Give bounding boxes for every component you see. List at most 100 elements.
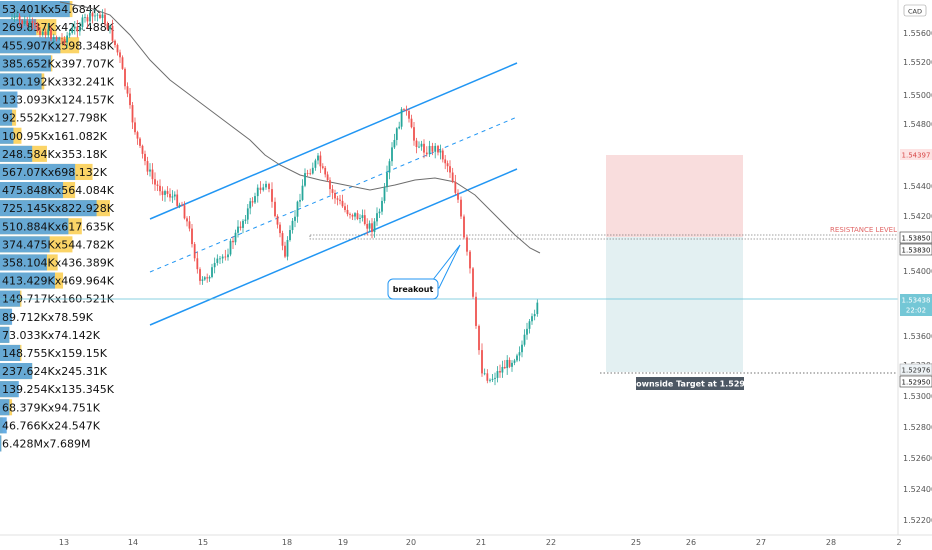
candle-body (101, 14, 104, 18)
candle-body (216, 258, 219, 263)
time-tick-label: 25 (631, 538, 641, 547)
volume-profile-buy-bar (0, 236, 50, 253)
candle-body (489, 379, 491, 381)
candle-body (478, 325, 480, 351)
candle-body (227, 254, 229, 258)
candle-body (294, 216, 296, 221)
candle-body (164, 191, 166, 195)
candle-body (311, 167, 314, 174)
candle-body (28, 21, 31, 26)
candle-body (289, 230, 291, 241)
candle-body (129, 93, 131, 106)
target-label: Downside Target at 1.5295 (629, 377, 751, 390)
volume-profile-buy-bar (0, 435, 2, 452)
target-tag-b-text: 1.52950 (902, 379, 931, 387)
candle-body (58, 38, 61, 40)
candle-body (134, 122, 136, 133)
resistance-tag-a-text: 1.53850 (902, 235, 931, 243)
volume-profile-buy-bar (0, 127, 14, 144)
candle-body (451, 172, 454, 182)
candle-body (13, 16, 16, 18)
candle-body (317, 155, 319, 161)
volume-profile-buy-bar (0, 254, 47, 271)
volume-profile-label: 92.552Kx127.798K (2, 112, 108, 125)
candle-body (528, 321, 531, 329)
time-tick-label: 2 (896, 538, 901, 547)
candle-body (224, 256, 227, 258)
price-axis[interactable]: 1.556001.552001.550001.548001.546001.544… (897, 0, 932, 550)
candle-body (373, 221, 376, 233)
candle-body (434, 145, 437, 152)
candle-body (109, 25, 111, 30)
volume-profile-label: 46.766Kx24.547K (2, 419, 101, 432)
candle-body (354, 213, 356, 217)
volume-profile-label: 89.712Kx78.59K (2, 311, 94, 324)
volume-profile-buy-bar (0, 218, 69, 235)
candle-body (415, 140, 418, 147)
resistance-tag-a-box (899, 231, 932, 244)
candle-body (336, 198, 339, 200)
time-tick-label: 15 (198, 538, 208, 547)
candle-body (351, 214, 354, 217)
candle-body (306, 173, 309, 174)
volume-profile-buy-bar (0, 272, 55, 289)
volume-profile-label: 248.584Kx353.18K (2, 148, 108, 161)
volume-profile-label: 385.652Kx397.707K (2, 57, 115, 70)
candle-body (400, 109, 403, 127)
volume-profile-label: 567.07Kx698.132K (2, 166, 108, 179)
candle-body (52, 37, 55, 39)
volume-profile-label: 725.145Kx822.928K (2, 202, 115, 215)
candle-body (169, 193, 171, 198)
risk-zone (606, 155, 743, 237)
candle-body (246, 208, 249, 220)
candle-body (188, 221, 191, 229)
candle-body (503, 366, 506, 369)
candle-body (173, 194, 176, 197)
candle-body (86, 17, 89, 22)
candle-countdown-text: 22:02 (906, 307, 926, 315)
candle-body (499, 371, 501, 373)
volume-profile-label: 133.093Kx124.157K (2, 94, 115, 107)
stop-price-tag: 1.54397 (900, 149, 932, 160)
candle-body (368, 223, 371, 229)
candle-body (234, 232, 237, 243)
candle-body (501, 366, 504, 373)
candle-body (344, 206, 346, 210)
target-tag-a-box (899, 363, 932, 376)
candle-body (171, 196, 174, 198)
breakout-label: breakout (393, 285, 434, 294)
resistance-price-tags: 1.53850 1.53830 (899, 231, 932, 256)
volume-profile-label: 148.755Kx159.15K (2, 347, 108, 360)
time-axis[interactable]: 13 14 15 18 19 20 21 22 25 26 27 28 2 (0, 534, 932, 550)
candle-body (339, 199, 341, 201)
target-price-tags: 1.52976 1.52950 (899, 363, 932, 388)
channel-drawing (149, 62, 518, 326)
candle-body (251, 201, 254, 203)
candle-body (94, 15, 96, 17)
time-tick-label: 26 (686, 538, 696, 547)
candle-body (11, 17, 13, 19)
candle-body (321, 166, 324, 168)
candle-body (491, 378, 494, 380)
candle-body (361, 215, 364, 218)
candle-body (309, 173, 312, 175)
candle-body (26, 20, 29, 26)
candle-body (161, 191, 164, 195)
price-tick-label: 1.52400 (903, 485, 932, 494)
time-tick-label: 21 (476, 538, 486, 547)
time-tick-label: 20 (406, 538, 416, 547)
candle-body (181, 204, 183, 206)
candle-body (196, 258, 199, 270)
candle-body (449, 166, 451, 173)
price-tick-label: 1.52800 (903, 423, 932, 432)
candle-body (359, 217, 361, 219)
candle-body (506, 359, 509, 369)
candle-body (391, 147, 393, 162)
candle-body (89, 13, 91, 22)
candle-body (81, 17, 84, 27)
candle-body (136, 132, 139, 139)
volume-profile-label: 139.254Kx135.345K (2, 383, 115, 396)
candle-body (21, 20, 24, 24)
volume-profile-buy-bar (0, 363, 33, 380)
